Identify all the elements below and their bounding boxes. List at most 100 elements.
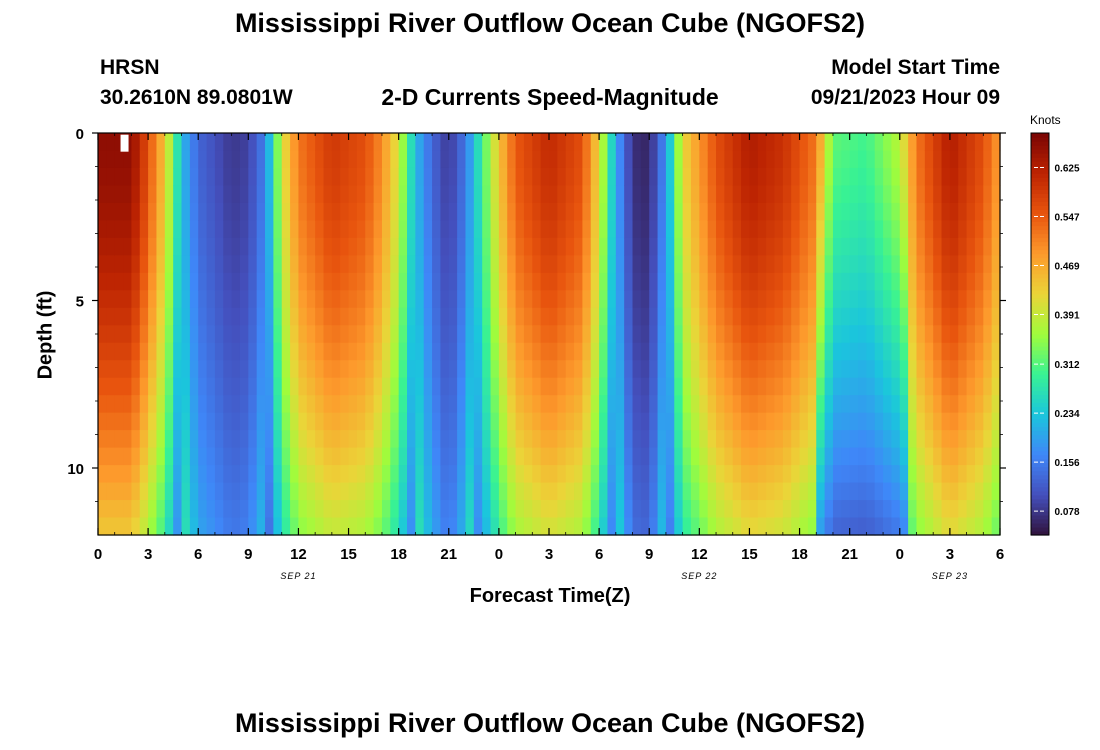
heatmap-cell: [724, 412, 734, 431]
heatmap-cell: [849, 133, 859, 152]
colorbar-segment: [1031, 285, 1049, 291]
heatmap-cell: [916, 377, 926, 396]
heatmap-cell: [991, 290, 1001, 309]
heatmap-cell: [807, 482, 817, 501]
heatmap-cell: [198, 272, 208, 291]
heatmap-cell: [223, 325, 233, 344]
heatmap-cell: [239, 447, 249, 466]
heatmap-cell: [173, 517, 183, 536]
heatmap-cell: [607, 290, 617, 309]
heatmap-cell: [256, 325, 266, 344]
heatmap-cell: [657, 377, 667, 396]
heatmap-cell: [908, 412, 918, 431]
heatmap-cell: [782, 150, 792, 169]
heatmap-cell: [582, 377, 592, 396]
colorbar-segment: [1031, 474, 1049, 480]
heatmap-cell: [858, 377, 867, 396]
heatmap-cell: [331, 290, 341, 309]
heatmap-cell: [958, 325, 968, 344]
heatmap-cell: [766, 325, 776, 344]
heatmap-cell: [348, 482, 358, 501]
heatmap-cell: [148, 325, 158, 344]
heatmap-cell: [206, 517, 216, 536]
heatmap-cell: [415, 430, 425, 449]
heatmap-cell: [966, 220, 976, 239]
heatmap-cell: [106, 307, 116, 326]
heatmap-cell: [866, 255, 876, 274]
heatmap-cell: [181, 377, 191, 396]
colorbar-segment: [1031, 225, 1049, 231]
heatmap-cell: [323, 167, 333, 187]
colorbar-segment: [1031, 317, 1049, 323]
colorbar-segment: [1031, 342, 1049, 347]
heatmap-cell: [949, 465, 959, 484]
heatmap-cell: [832, 465, 842, 484]
heatmap-cell: [415, 447, 425, 466]
heatmap-cell: [549, 237, 558, 256]
heatmap-cell: [273, 447, 283, 466]
heatmap-cell: [348, 255, 358, 274]
heatmap-cell: [248, 272, 258, 291]
heatmap-cell: [949, 500, 959, 519]
heatmap-cell: [415, 360, 425, 379]
heatmap-cell: [223, 430, 233, 449]
heatmap-cell: [874, 290, 884, 309]
heatmap-cell: [991, 272, 1001, 291]
heatmap-cell: [640, 377, 650, 396]
heatmap-cell: [523, 185, 533, 204]
heatmap-cell: [582, 395, 592, 414]
heatmap-cell: [557, 307, 567, 326]
heatmap-cell: [507, 360, 517, 379]
heatmap-cell: [239, 430, 249, 449]
heatmap-cell: [281, 500, 291, 519]
heatmap-cell: [457, 272, 467, 291]
heatmap-cell: [448, 255, 458, 274]
heatmap-cell: [273, 325, 283, 344]
heatmap-cell: [181, 447, 191, 466]
heatmap-cell: [265, 465, 274, 484]
heatmap-cell: [782, 482, 792, 501]
heatmap-cell: [290, 430, 300, 449]
heatmap-cell: [615, 465, 625, 484]
heatmap-cell: [665, 412, 675, 431]
heatmap-cell: [231, 202, 241, 221]
heatmap-cell: [298, 255, 308, 274]
heatmap-cell: [365, 290, 375, 309]
heatmap-cell: [331, 395, 341, 414]
heatmap-cell: [824, 430, 834, 449]
heatmap-cell: [958, 272, 968, 291]
heatmap-cell: [131, 202, 141, 221]
heatmap-cell: [682, 360, 692, 379]
heatmap-cell: [782, 185, 792, 204]
heatmap-cell: [665, 360, 675, 379]
heatmap-cell: [590, 412, 600, 431]
heatmap-cell: [498, 237, 508, 256]
heatmap-cell: [98, 465, 107, 484]
heatmap-cell: [156, 255, 166, 274]
heatmap-cell: [816, 377, 826, 396]
heatmap-cell: [206, 133, 216, 152]
heatmap-cell: [933, 412, 943, 431]
heatmap-cell: [498, 150, 508, 169]
heatmap-cell: [824, 167, 834, 187]
heatmap-cell: [933, 255, 943, 274]
heatmap-cell: [440, 185, 450, 204]
heatmap-cell: [164, 220, 174, 239]
heatmap-cell: [607, 220, 617, 239]
heatmap-cell: [214, 517, 224, 536]
heatmap-cell: [457, 500, 467, 519]
heatmap-cell: [624, 465, 634, 484]
heatmap-cell: [799, 395, 809, 414]
heatmap-cell: [532, 133, 542, 152]
heatmap-cell: [665, 237, 675, 256]
heatmap-cell: [440, 377, 450, 396]
heatmap-cell: [106, 517, 116, 536]
heatmap-cell: [239, 167, 249, 187]
heatmap-cell: [908, 220, 918, 239]
heatmap-cell: [198, 185, 208, 204]
heatmap-cell: [883, 255, 893, 274]
heatmap-cell: [707, 395, 717, 414]
heatmap-cell: [782, 360, 792, 379]
heatmap-cell: [139, 395, 149, 414]
heatmap-cell: [791, 220, 801, 239]
